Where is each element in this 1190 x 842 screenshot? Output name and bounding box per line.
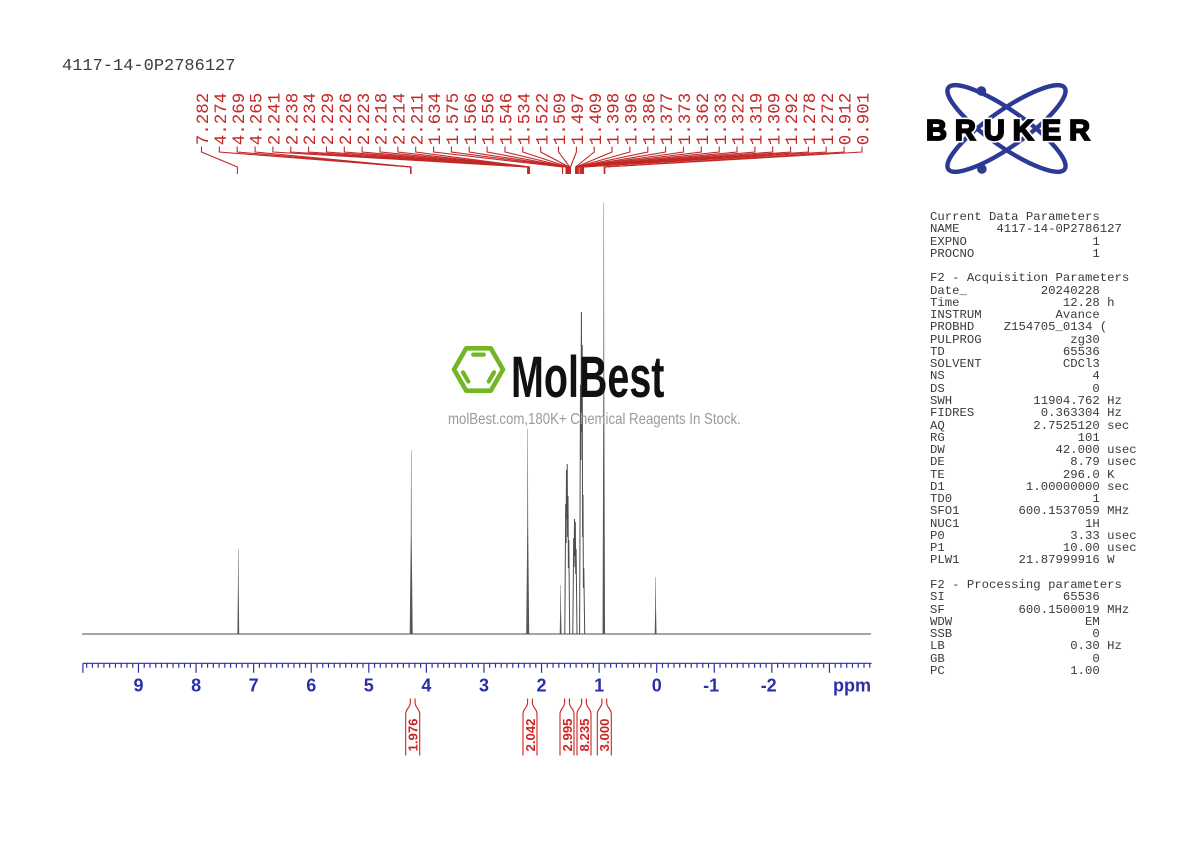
svg-text:1.398: 1.398 [605,93,625,146]
svg-text:1.386: 1.386 [640,93,660,146]
svg-text:1.509: 1.509 [551,93,571,146]
svg-text:0.901: 0.901 [855,93,875,146]
svg-text:1.292: 1.292 [783,93,803,146]
svg-text:2.234: 2.234 [301,93,321,146]
svg-text:2.042: 2.042 [523,718,538,751]
svg-text:1.333: 1.333 [712,93,732,146]
svg-text:1.546: 1.546 [498,93,518,146]
svg-text:2.214: 2.214 [391,93,411,146]
svg-text:1.396: 1.396 [623,93,643,146]
svg-text:8.235: 8.235 [577,718,592,751]
svg-text:3: 3 [479,676,489,696]
svg-text:BRUKER: BRUKER [926,115,1098,147]
svg-text:1.575: 1.575 [444,93,464,146]
svg-text:1.362: 1.362 [694,93,714,146]
svg-text:1.566: 1.566 [462,93,482,146]
svg-text:2.211: 2.211 [408,93,428,146]
svg-text:8: 8 [191,676,201,696]
svg-text:1.976: 1.976 [406,718,421,751]
svg-text:1.556: 1.556 [480,93,500,146]
svg-text:2.229: 2.229 [319,93,339,146]
svg-text:-1: -1 [703,676,719,696]
svg-text:7.282: 7.282 [194,93,214,146]
svg-text:2.223: 2.223 [355,93,375,146]
svg-text:2: 2 [536,676,546,696]
svg-text:ppm: ppm [833,676,871,696]
svg-text:1.278: 1.278 [801,93,821,146]
svg-text:6: 6 [306,676,316,696]
svg-text:1: 1 [594,676,604,696]
svg-text:3.000: 3.000 [597,718,612,751]
svg-text:BRUKER: BRUKER [926,115,1098,147]
svg-text:1.377: 1.377 [658,93,678,146]
svg-text:9: 9 [133,676,143,696]
svg-text:1.309: 1.309 [765,93,785,146]
svg-text:7: 7 [249,676,259,696]
svg-text:2.238: 2.238 [283,93,303,146]
svg-text:1.634: 1.634 [426,93,446,146]
svg-text:2.218: 2.218 [373,93,393,146]
svg-text:1.373: 1.373 [676,93,696,146]
svg-text:1.497: 1.497 [569,93,589,146]
svg-text:1.272: 1.272 [819,93,839,146]
svg-text:4.269: 4.269 [230,93,250,146]
svg-text:-2: -2 [761,676,777,696]
svg-text:0.912: 0.912 [837,93,857,146]
svg-text:2.995: 2.995 [560,718,575,751]
svg-text:1.522: 1.522 [533,93,553,146]
svg-text:4.274: 4.274 [212,93,232,146]
svg-text:1.409: 1.409 [587,93,607,146]
svg-text:0: 0 [652,676,662,696]
svg-text:4: 4 [421,676,431,696]
svg-text:5: 5 [364,676,374,696]
svg-text:1.322: 1.322 [730,93,750,146]
svg-text:1.319: 1.319 [748,93,768,146]
svg-text:2.241: 2.241 [266,93,286,146]
svg-text:1.534: 1.534 [515,93,535,146]
svg-text:4.265: 4.265 [248,93,268,146]
svg-text:2.226: 2.226 [337,93,357,146]
